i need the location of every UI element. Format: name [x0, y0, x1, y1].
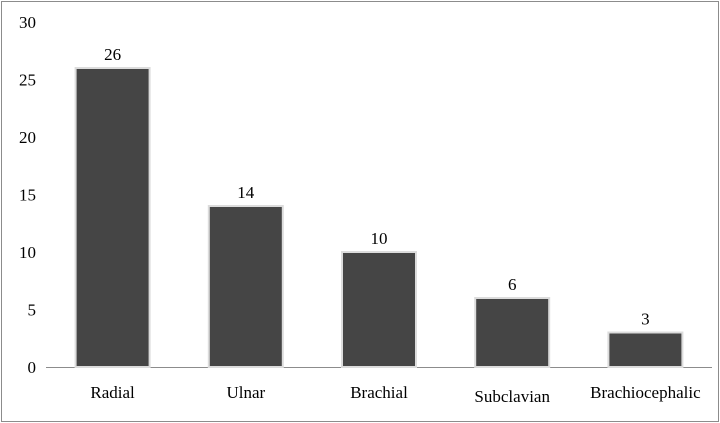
bar-value-label: 26	[104, 45, 121, 64]
x-category-label: Subclavian	[474, 387, 550, 406]
y-tick-label: 10	[19, 243, 36, 262]
y-tick-label: 5	[28, 301, 37, 320]
bar-value-label: 14	[237, 183, 255, 202]
x-category-label: Radial	[90, 383, 135, 402]
y-tick-label: 20	[19, 128, 36, 147]
bar	[74, 67, 151, 368]
bar-value-label: 10	[371, 229, 388, 248]
bar-value-label: 6	[508, 275, 517, 294]
y-tick-label: 25	[19, 71, 36, 90]
bar	[341, 251, 417, 368]
x-category-label: Brachial	[350, 383, 408, 402]
bar	[607, 331, 684, 368]
y-tick-label: 30	[19, 13, 36, 32]
y-tick-label: 0	[28, 358, 37, 377]
bar	[474, 297, 551, 368]
x-category-label: Ulnar	[226, 383, 265, 402]
bar	[207, 205, 284, 368]
x-category-label: Brachiocephalic	[590, 383, 701, 402]
y-tick-label: 15	[19, 186, 36, 205]
bar-value-label: 3	[641, 310, 650, 329]
